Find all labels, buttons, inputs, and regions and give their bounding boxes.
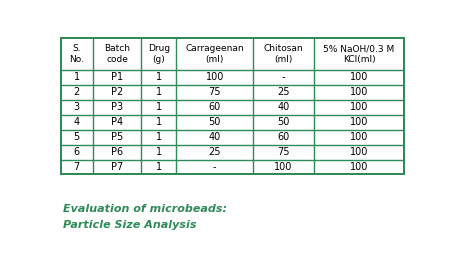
Text: 100: 100 — [350, 87, 368, 97]
Text: 100: 100 — [274, 162, 292, 172]
Text: Batch
code: Batch code — [104, 44, 130, 64]
Text: P2: P2 — [111, 87, 123, 97]
Text: 100: 100 — [350, 117, 368, 127]
Text: 2: 2 — [74, 87, 80, 97]
Text: 5% NaOH/0.3 M
KCl(ml): 5% NaOH/0.3 M KCl(ml) — [323, 44, 395, 64]
Text: 60: 60 — [277, 132, 290, 142]
Text: 75: 75 — [277, 147, 290, 157]
Text: 1: 1 — [156, 147, 162, 157]
Text: 100: 100 — [350, 147, 368, 157]
Text: 1: 1 — [156, 132, 162, 142]
Text: P4: P4 — [111, 117, 123, 127]
Text: 1: 1 — [156, 87, 162, 97]
Text: 1: 1 — [156, 102, 162, 112]
Text: 50: 50 — [208, 117, 221, 127]
Text: 100: 100 — [350, 102, 368, 112]
Text: 5: 5 — [74, 132, 80, 142]
Text: 3: 3 — [74, 102, 80, 112]
Text: Carrageenan
(ml): Carrageenan (ml) — [185, 44, 244, 64]
Text: P5: P5 — [111, 132, 123, 142]
Text: 25: 25 — [277, 87, 290, 97]
Text: P6: P6 — [111, 147, 123, 157]
Text: -: - — [281, 72, 285, 82]
Text: 60: 60 — [209, 102, 221, 112]
Text: Particle Size Analysis: Particle Size Analysis — [63, 221, 196, 230]
Text: 1: 1 — [156, 117, 162, 127]
Text: P1: P1 — [111, 72, 123, 82]
Text: S.
No.: S. No. — [69, 44, 84, 64]
Text: 1: 1 — [74, 72, 80, 82]
Text: P3: P3 — [111, 102, 123, 112]
Text: 1: 1 — [156, 162, 162, 172]
Text: Chitosan
(ml): Chitosan (ml) — [264, 44, 303, 64]
Text: 100: 100 — [206, 72, 224, 82]
Text: 7: 7 — [74, 162, 80, 172]
Text: -: - — [213, 162, 217, 172]
Text: 1: 1 — [156, 72, 162, 82]
Text: Drug
(g): Drug (g) — [148, 44, 170, 64]
Text: 6: 6 — [74, 147, 80, 157]
Text: 40: 40 — [209, 132, 221, 142]
Text: 75: 75 — [208, 87, 221, 97]
Text: P7: P7 — [111, 162, 123, 172]
Text: 100: 100 — [350, 132, 368, 142]
Text: 100: 100 — [350, 72, 368, 82]
Text: Evaluation of microbeads:: Evaluation of microbeads: — [63, 204, 227, 214]
Text: 40: 40 — [277, 102, 290, 112]
Text: 50: 50 — [277, 117, 290, 127]
Bar — [61, 38, 405, 174]
Text: 4: 4 — [74, 117, 80, 127]
Text: 25: 25 — [208, 147, 221, 157]
Text: 100: 100 — [350, 162, 368, 172]
